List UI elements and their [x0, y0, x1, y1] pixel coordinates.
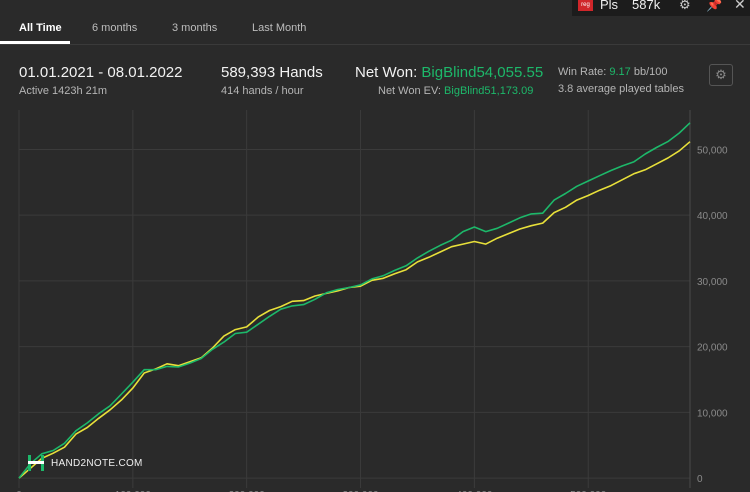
y-tick-label: 20,000	[697, 343, 728, 354]
close-icon[interactable]: ✕	[734, 0, 746, 12]
net-won-ev-value: BigBlind51,173.09	[444, 85, 534, 97]
site-badge[interactable]: reg	[578, 0, 593, 11]
x-tick-label: 0	[16, 490, 22, 492]
tab-divider	[0, 44, 750, 45]
hand-count: 587k	[632, 0, 661, 12]
series-line-net_won_ev	[18, 141, 691, 479]
x-tick-label: 500,000	[570, 490, 607, 492]
tab-6-months[interactable]: 6 months	[92, 22, 138, 34]
tab-3-months[interactable]: 3 months	[172, 22, 218, 34]
date-range: 01.01.2021 - 08.01.2022	[19, 64, 183, 81]
net-won-line: Net Won: BigBlind54,055.55	[355, 64, 543, 81]
win-rate-unit: bb/100	[633, 66, 668, 78]
chart-settings-gear-icon[interactable]: ⚙	[709, 64, 733, 86]
gear-icon[interactable]: ⚙	[679, 0, 691, 12]
x-tick-label: 100,000	[115, 490, 152, 492]
tab-last-month[interactable]: Last Month	[252, 22, 307, 34]
y-tick-label: 0	[697, 474, 703, 485]
active-tab-indicator	[0, 41, 70, 44]
logo-text: HAND2NOTE.COM	[51, 457, 143, 469]
top-status-box	[572, 0, 750, 16]
y-tick-label: 40,000	[697, 211, 728, 222]
win-rate-value: 9.17	[609, 66, 631, 78]
y-tick-label: 50,000	[697, 145, 728, 156]
net-won-ev-label: Net Won EV:	[378, 85, 441, 97]
pin-icon[interactable]: 📌	[706, 0, 723, 12]
net-won-value: BigBlind54,055.55	[421, 64, 544, 81]
hands-per-hour: 414 hands / hour	[221, 85, 304, 97]
time-range-tabs: All Time 6 months 3 months Last Month	[0, 16, 750, 44]
tab-all-time[interactable]: All Time	[19, 22, 62, 34]
hand2note-logo-icon	[28, 455, 44, 471]
y-tick-label: 10,000	[697, 408, 728, 419]
profit-chart: 0 10,000 20,000 30,000 40,000 50,000 0 100,000 2…	[16, 110, 728, 492]
top-bar: reg Pls 587k ⚙ 📌 ✕	[0, 0, 750, 16]
net-won-label: Net Won:	[355, 64, 418, 81]
x-tick-label: 400,000	[456, 490, 493, 492]
hand2note-logo: HAND2NOTE.COM	[27, 454, 143, 472]
x-tick-label: 300,000	[342, 490, 379, 492]
net-won-ev-line: Net Won EV: BigBlind51,173.09	[378, 85, 533, 97]
x-tick-label: 200,000	[229, 490, 266, 492]
win-rate-line: Win Rate: 9.17 bb/100	[558, 66, 668, 78]
series-line-net_won	[18, 122, 691, 479]
win-rate-label: Win Rate:	[558, 66, 607, 78]
y-tick-label: 30,000	[697, 277, 728, 288]
player-label[interactable]: Pls	[600, 0, 619, 12]
avg-tables: 3.8 average played tables	[558, 83, 684, 95]
hands-total: 589,393 Hands	[221, 64, 323, 81]
active-time: Active 1423h 21m	[19, 85, 108, 97]
